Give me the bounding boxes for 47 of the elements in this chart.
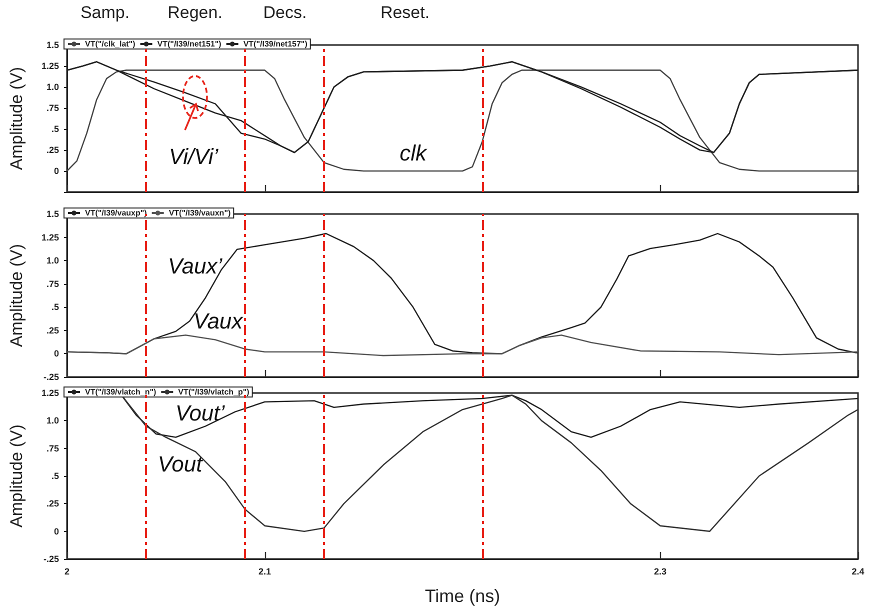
y-tick-label: 1.0 <box>46 256 59 266</box>
y-tick-label: 1.25 <box>41 61 59 71</box>
annotation: Vout’ <box>175 400 226 426</box>
y-tick-label: -.25 <box>43 554 59 564</box>
legend-label: VT("/I39/vlatch_p") <box>178 388 250 396</box>
y-tick-label: 0 <box>54 166 59 176</box>
y-tick-label: .75 <box>46 278 59 289</box>
y-tick-label: .5 <box>51 471 59 481</box>
y-tick-label: .25 <box>46 498 59 509</box>
x-tick-label: 2.3 <box>654 566 667 576</box>
legend-label: VT("/I39/vlatch_n") <box>85 388 156 396</box>
legend-label: VT("/clk_lat") <box>85 40 136 48</box>
text: Reset. <box>380 3 430 22</box>
y-tick-label: .25 <box>46 325 59 336</box>
x-tick-label: 2.1 <box>258 566 272 576</box>
y-tick-label: 1.0 <box>46 82 59 92</box>
annotation: Vaux <box>193 308 244 334</box>
legend-label: VT("/I39/vauxn") <box>168 208 231 218</box>
annotation: Vout <box>158 452 204 476</box>
y-tick-label: 1.25 <box>41 388 59 398</box>
y-tick-label: -.25 <box>43 372 59 382</box>
legend-label: VT("/I39/net151") <box>157 40 222 48</box>
x-tick-label: 2.4 <box>852 566 864 576</box>
annotation: Vaux’ <box>168 254 224 278</box>
text: Samp. <box>80 3 130 22</box>
y-tick-label: 1.0 <box>46 416 59 426</box>
y-axis-title: Amplitude (V) <box>7 67 26 170</box>
y-tick-label: .75 <box>46 443 59 454</box>
y-tick-label: .75 <box>46 103 59 113</box>
text: Decs. <box>263 3 307 22</box>
y-tick-label: 1.5 <box>46 209 59 219</box>
x-axis-title: Time (ns) <box>424 586 500 606</box>
y-tick-label: 0 <box>54 348 59 359</box>
x-tick-label: 2 <box>64 566 70 576</box>
y-tick-label: .25 <box>46 145 59 155</box>
y-tick-label: 1.5 <box>46 40 59 50</box>
annotation: Vi/Vi’ <box>168 144 220 169</box>
y-tick-label: .5 <box>51 302 59 312</box>
y-tick-label: 0 <box>54 526 59 536</box>
y-tick-label: .5 <box>51 124 59 134</box>
text: Regen. <box>168 3 222 22</box>
y-axis-title: Amplitude (V) <box>7 244 26 347</box>
y-tick-label: 1.25 <box>41 232 59 242</box>
legend-label: VT("/I39/net157") <box>243 40 308 48</box>
y-axis-title: Amplitude (V) <box>7 424 26 528</box>
annotation: clk <box>400 140 428 166</box>
legend-label: VT("/I39/vauxp") <box>85 208 148 218</box>
